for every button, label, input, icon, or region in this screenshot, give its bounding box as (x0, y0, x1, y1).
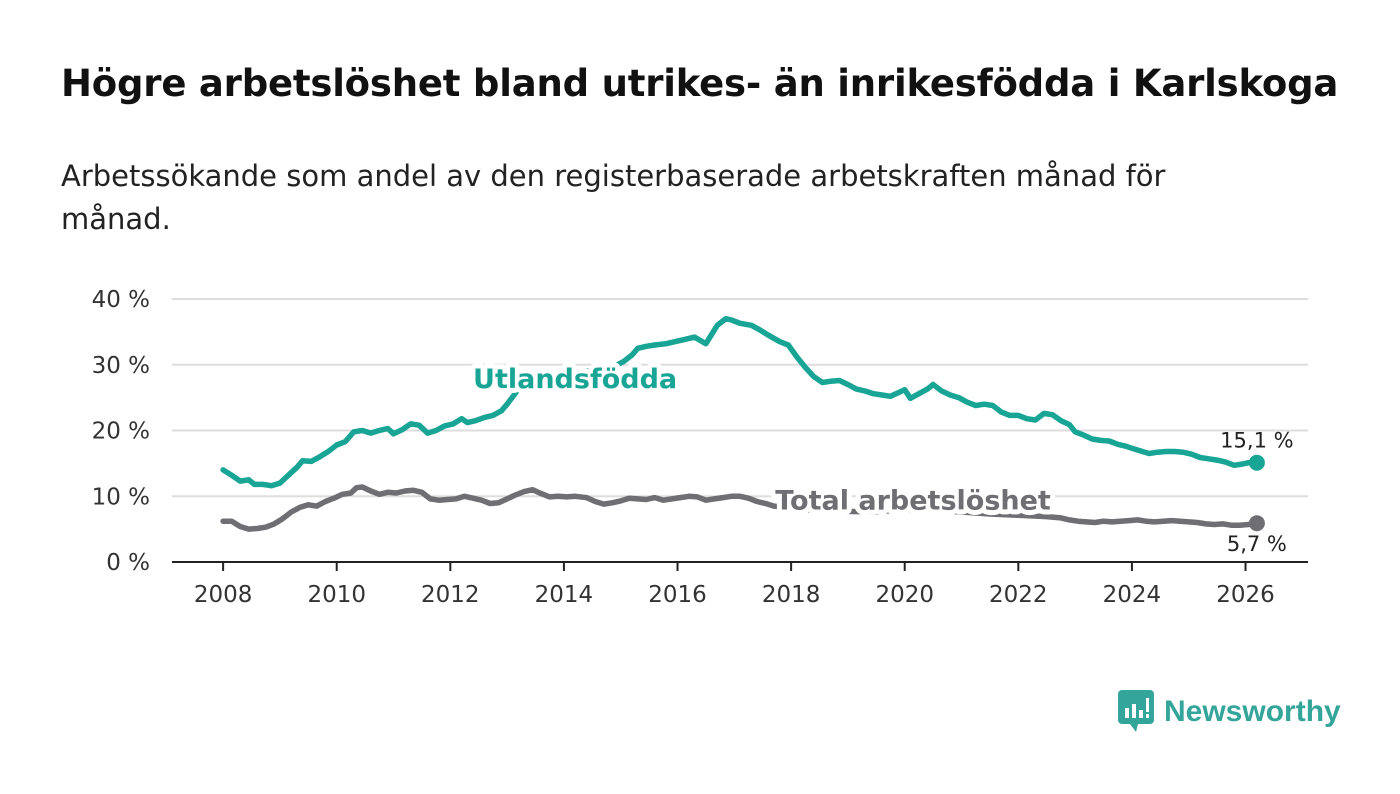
x-tick-label: 2024 (1103, 582, 1162, 608)
newsworthy-chart-icon (1118, 690, 1154, 732)
x-tick-label: 2016 (648, 582, 707, 608)
x-tick-label: 2026 (1216, 582, 1275, 608)
x-tick-label: 2012 (421, 582, 480, 608)
x-tick-label: 2010 (307, 582, 366, 608)
y-tick-label: 30 % (92, 353, 150, 379)
end-value-label-total: 5,7 % (1227, 532, 1287, 556)
series-end-marker-foreign (1248, 454, 1265, 471)
end-value-label-foreign: 15,1 % (1220, 429, 1293, 453)
x-tick-label: 2008 (194, 582, 253, 608)
y-tick-label: 0 % (106, 550, 150, 576)
y-tick-label: 20 % (92, 419, 150, 445)
series-line-foreign (220, 315, 1260, 489)
y-tick-label: 10 % (92, 484, 150, 510)
x-tick-label: 2020 (875, 582, 934, 608)
x-tick-label: 2022 (989, 582, 1048, 608)
chart-title: Högre arbetslöshet bland utrikes- än inr… (61, 62, 1339, 105)
chart-subtitle: Arbetssökande som andel av den registerb… (61, 159, 1166, 236)
line-chart: 0 % 10 % 20 % 30 % 40 % 2008 2010 2012 2014 2016 2… (92, 287, 1308, 608)
x-tick-label: 2014 (535, 582, 594, 608)
series-end-marker-total (1248, 515, 1265, 532)
x-tick-label: 2018 (762, 582, 821, 608)
newsworthy-logo: Newsworthy (1118, 690, 1341, 734)
brand-name: Newsworthy (1164, 695, 1341, 728)
series-line-total (220, 484, 1260, 532)
series-label-foreign: Utlandsfödda (473, 364, 677, 395)
series-label-total: Total arbetslöshet (775, 485, 1051, 516)
y-tick-label: 40 % (92, 287, 150, 313)
